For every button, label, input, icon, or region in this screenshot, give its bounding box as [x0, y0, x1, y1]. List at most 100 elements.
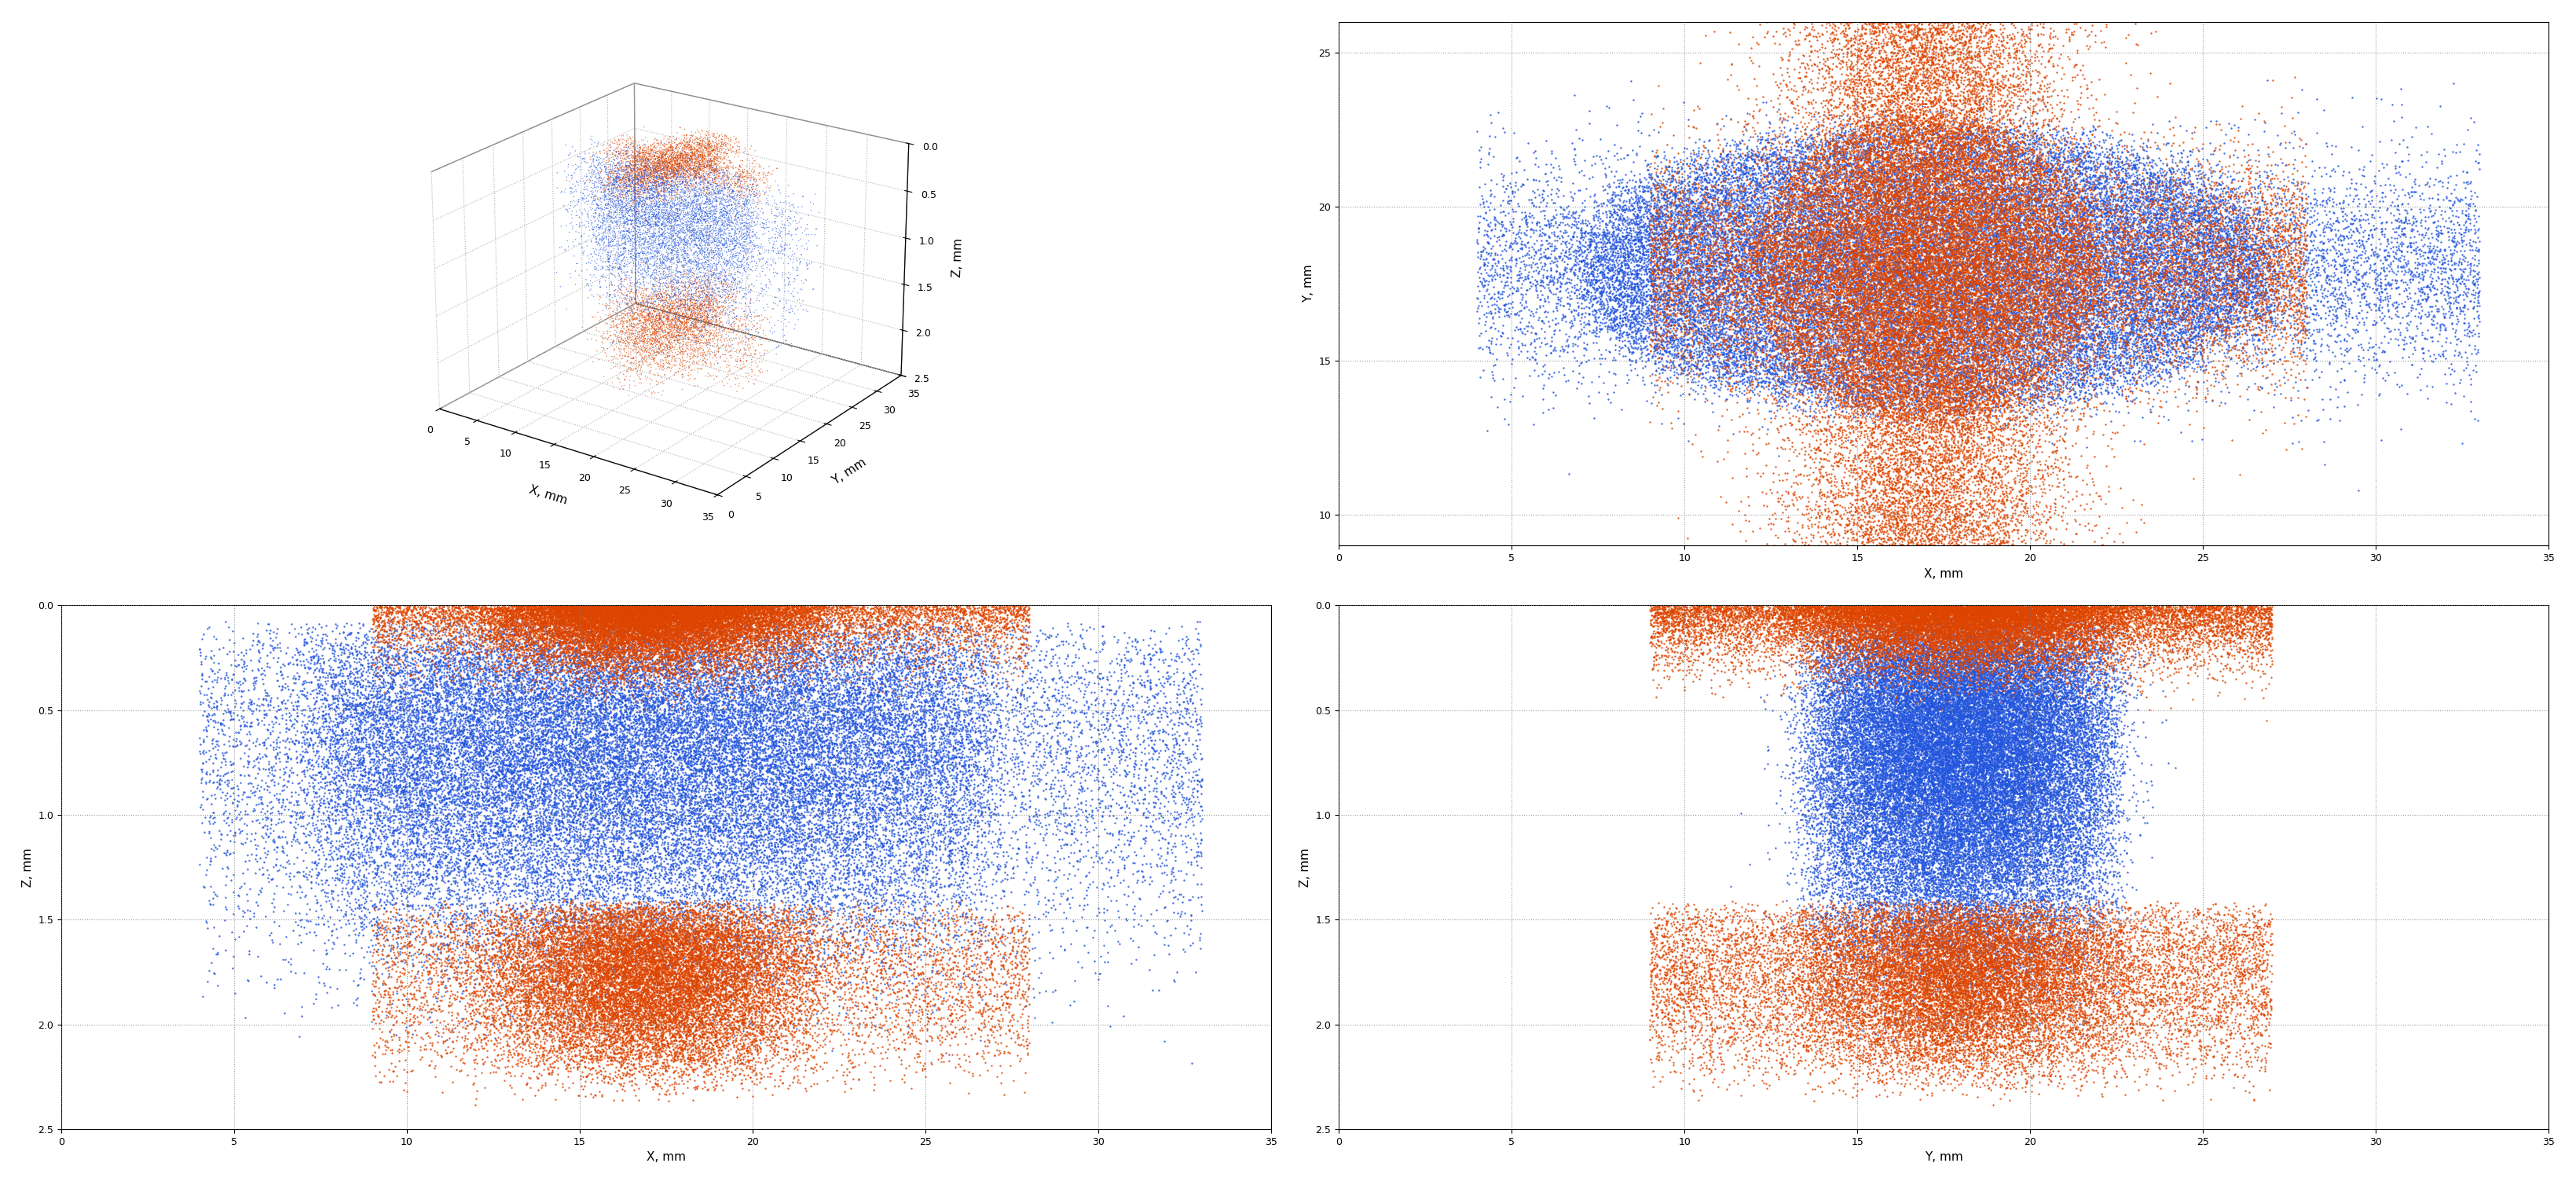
Point [1801, 329, 1842, 348]
Point [1811, 256, 1852, 275]
Point [2002, 128, 2043, 147]
Point [2056, 347, 2097, 366]
Point [1873, 630, 1914, 649]
Point [1814, 160, 1855, 179]
Point [1716, 288, 1757, 307]
Point [683, 613, 724, 632]
Point [1937, 709, 1978, 728]
Point [2087, 596, 2128, 615]
Point [1935, 142, 1976, 161]
Point [925, 620, 966, 639]
Point [1631, 229, 1672, 248]
Point [1656, 294, 1698, 313]
Point [510, 1012, 551, 1031]
Point [1744, 372, 1785, 391]
Point [1935, 136, 1976, 155]
Point [1904, 779, 1945, 798]
Point [1852, 245, 1893, 264]
Point [1538, 273, 1579, 292]
Point [1968, 620, 2009, 639]
Point [1692, 213, 1734, 232]
Point [1638, 242, 1680, 261]
Point [1965, 320, 2007, 339]
Point [1811, 1011, 1852, 1030]
Point [2102, 286, 2143, 305]
Point [520, 984, 562, 1003]
Point [623, 934, 665, 953]
Point [587, 624, 629, 643]
Point [1806, 380, 1847, 399]
Point [2056, 799, 2097, 818]
Point [479, 916, 520, 935]
Point [386, 846, 428, 865]
Point [2063, 646, 2105, 665]
Point [2115, 312, 2156, 331]
Point [1994, 905, 2035, 924]
Point [1893, 949, 1935, 968]
Point [729, 603, 770, 622]
Point [1595, 335, 1636, 354]
Point [2172, 929, 2213, 948]
Point [616, 937, 657, 956]
Point [1803, 719, 1844, 738]
Point [938, 833, 979, 852]
Point [386, 737, 428, 756]
Point [1685, 268, 1726, 287]
Point [1935, 908, 1976, 927]
Point [1917, 278, 1958, 297]
Point [549, 984, 590, 1003]
Point [1958, 70, 1999, 89]
Point [1775, 312, 1816, 331]
Point [2306, 190, 2347, 209]
Point [822, 718, 863, 737]
Point [2053, 680, 2094, 699]
Point [2053, 664, 2094, 683]
Point [631, 660, 672, 679]
Point [1847, 616, 1888, 635]
Point [2084, 980, 2125, 999]
Point [657, 671, 698, 690]
Point [1844, 675, 1886, 694]
Point [1811, 232, 1852, 251]
Point [662, 710, 703, 729]
Point [1999, 608, 2040, 627]
Point [574, 619, 616, 638]
Point [582, 600, 623, 619]
Point [1947, 847, 1989, 866]
Point [1958, 664, 1999, 683]
Point [1976, 150, 2017, 169]
Point [1865, 493, 1906, 512]
Point [2130, 257, 2172, 276]
Point [1783, 228, 1824, 246]
Point [546, 671, 587, 690]
Point [2079, 188, 2120, 207]
Point [1950, 763, 1991, 782]
Point [672, 934, 714, 953]
Point [2007, 659, 2048, 678]
Point [773, 640, 814, 659]
Point [2081, 641, 2123, 660]
Point [1875, 136, 1917, 155]
Point [1806, 265, 1847, 284]
Point [507, 601, 549, 620]
Point [1947, 787, 1989, 806]
Point [497, 1006, 538, 1025]
Point [987, 771, 1028, 790]
Point [600, 603, 641, 622]
Point [1832, 384, 1873, 403]
Point [479, 748, 520, 767]
Point [613, 604, 654, 623]
Point [801, 626, 842, 645]
Point [2336, 231, 2378, 250]
Point [2141, 228, 2182, 246]
Point [899, 975, 940, 994]
Point [1700, 222, 1741, 241]
Point [1958, 283, 1999, 302]
Point [1960, 986, 2002, 1005]
Point [1896, 192, 1937, 211]
Point [1837, 393, 1878, 412]
Point [618, 967, 659, 986]
Point [1883, 171, 1924, 190]
Point [1780, 232, 1821, 251]
Point [711, 937, 752, 956]
